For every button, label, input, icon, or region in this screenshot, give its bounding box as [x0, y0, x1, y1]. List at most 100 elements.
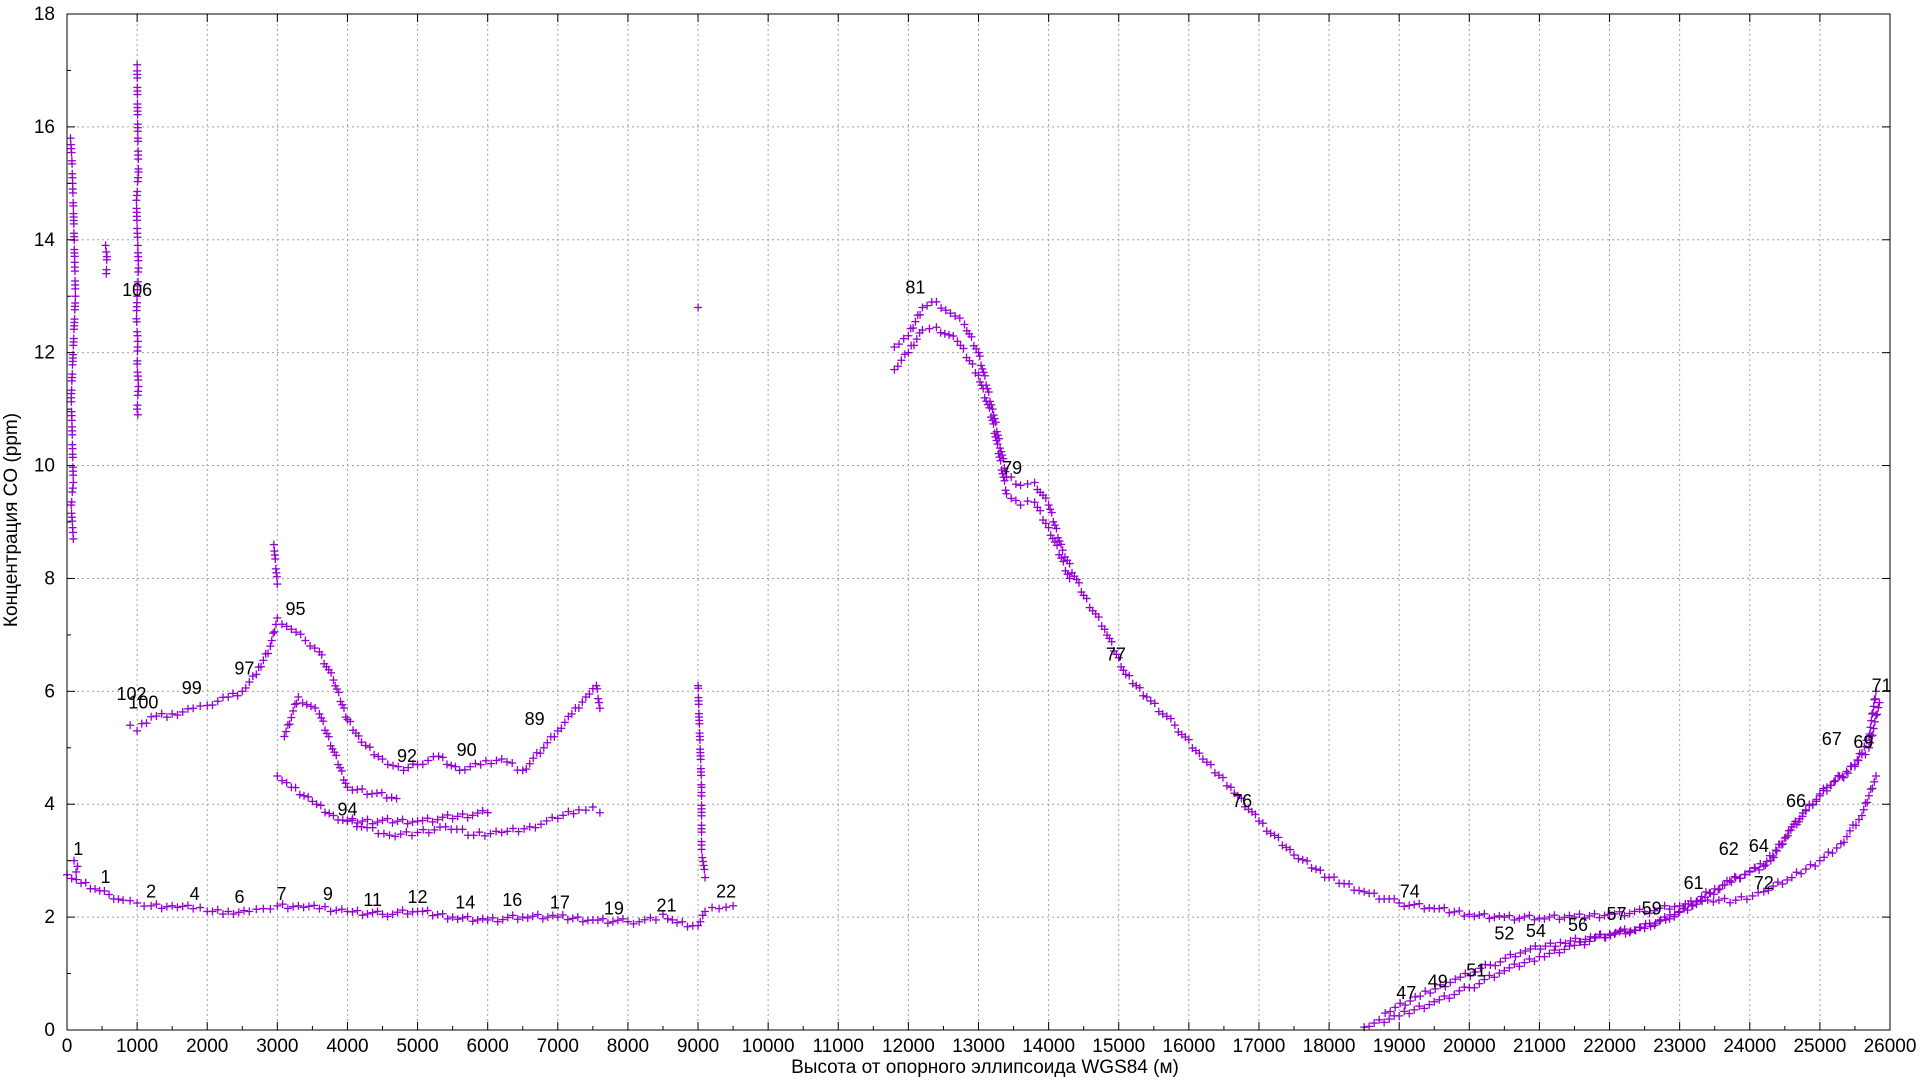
data-point: [408, 907, 417, 916]
data-point: [911, 317, 920, 326]
data-point: [1451, 975, 1460, 984]
x-tick-label: 19000: [1373, 1036, 1426, 1057]
point-label: 54: [1526, 921, 1546, 941]
data-point: [483, 808, 492, 817]
data-point: [1768, 851, 1777, 860]
data-point: [1620, 911, 1629, 920]
data-point: [508, 824, 517, 833]
data-point: [522, 765, 531, 774]
data-point: [539, 743, 548, 752]
data-point: [481, 756, 490, 765]
data-point: [1475, 911, 1484, 920]
data-point: [993, 440, 1002, 449]
data-point: [1023, 497, 1032, 506]
data-point: [951, 312, 960, 321]
data-point: [971, 368, 980, 377]
data-point: [1002, 489, 1011, 498]
data-point: [1007, 473, 1016, 482]
data-point: [1531, 942, 1540, 951]
data-point: [1023, 479, 1032, 488]
data-point: [259, 904, 268, 913]
data-point: [402, 827, 411, 836]
data-point: [147, 712, 156, 721]
data-point: [1139, 691, 1148, 700]
point-label: 22: [716, 881, 736, 901]
data-point: [378, 755, 387, 764]
data-point: [1843, 769, 1852, 778]
data-point: [245, 907, 254, 916]
data-point: [1870, 695, 1879, 704]
data-point: [463, 813, 472, 822]
point-label: 67: [1822, 729, 1842, 749]
data-point: [1500, 913, 1509, 922]
data-point: [327, 668, 336, 677]
x-tick-label: 0: [62, 1036, 73, 1057]
x-tick-label: 21000: [1513, 1036, 1566, 1057]
data-point: [1655, 904, 1664, 913]
data-point: [1660, 901, 1669, 910]
data-point: [70, 267, 79, 276]
data-point: [1375, 1015, 1384, 1024]
data-point: [1718, 881, 1727, 890]
data-point: [77, 879, 86, 888]
data-point: [991, 432, 1000, 441]
data-point: [1801, 865, 1810, 874]
data-point: [1055, 537, 1064, 546]
data-point: [1526, 944, 1535, 953]
point-label: 97: [234, 658, 254, 678]
data-point: [976, 377, 985, 386]
data-point: [1485, 971, 1494, 980]
data-point: [543, 738, 552, 747]
data-point: [697, 828, 706, 837]
data-point: [1684, 900, 1693, 909]
data-point: [1828, 849, 1837, 858]
data-point: [67, 397, 76, 406]
data-point: [473, 809, 482, 818]
data-point: [1450, 990, 1459, 999]
y-tick-label: 0: [44, 1020, 55, 1041]
data-point: [1030, 478, 1039, 487]
data-point: [1696, 896, 1705, 905]
data-point: [513, 766, 522, 775]
point-label: 11: [363, 890, 382, 910]
data-point: [312, 800, 321, 809]
data-point: [296, 630, 305, 639]
data-point: [68, 528, 77, 537]
data-point: [518, 913, 527, 922]
data-point: [1687, 901, 1696, 910]
data-point: [1815, 856, 1824, 865]
data-point: [1074, 578, 1083, 587]
data-point: [1455, 986, 1464, 995]
data-point: [990, 429, 999, 438]
data-point: [1714, 896, 1723, 905]
data-point: [361, 741, 370, 750]
data-point: [1651, 919, 1660, 928]
data-point: [1107, 637, 1116, 646]
data-point: [1748, 891, 1757, 900]
data-point: [1536, 945, 1545, 954]
data-point: [1210, 768, 1219, 777]
data-point: [915, 328, 924, 337]
data-point: [1290, 851, 1299, 860]
data-point: [443, 914, 452, 923]
data-point: [729, 901, 738, 910]
data-point: [299, 791, 308, 800]
x-tick-label: 8000: [607, 1036, 649, 1057]
data-point: [1294, 854, 1303, 863]
data-point: [283, 904, 292, 913]
data-point: [453, 812, 462, 821]
data-point: [1812, 795, 1821, 804]
x-tick-label: 18000: [1303, 1036, 1356, 1057]
data-point: [569, 809, 578, 818]
data-point: [453, 915, 462, 924]
point-label: 21: [656, 895, 676, 915]
data-point: [668, 915, 677, 924]
data-point: [1041, 519, 1050, 528]
data-point: [1420, 1004, 1429, 1013]
data-point: [553, 913, 562, 922]
data-point: [433, 910, 442, 919]
data-point: [502, 757, 511, 766]
data-point: [1401, 1001, 1410, 1010]
data-point: [1864, 743, 1873, 752]
data-point: [694, 684, 703, 693]
